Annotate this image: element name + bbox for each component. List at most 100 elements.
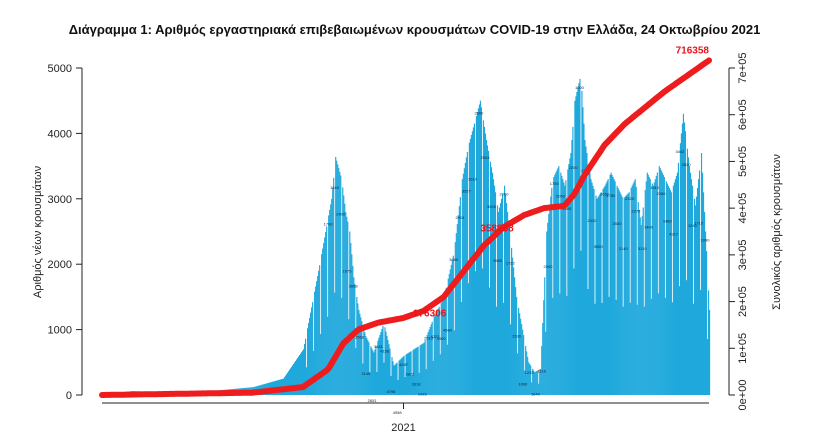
- daily-case-bar: [463, 168, 465, 395]
- daily-case-bar: [518, 307, 520, 395]
- daily-case-bar: [404, 377, 406, 395]
- daily-case-bar: [669, 190, 671, 395]
- daily-case-bar: [354, 283, 356, 395]
- daily-case-bar: [447, 278, 449, 395]
- daily-case-bar: [552, 297, 554, 395]
- daily-case-bar: [309, 317, 311, 395]
- daily-case-bar: [429, 326, 431, 395]
- daily-case-bar: [636, 304, 638, 395]
- daily-case-bar: [511, 247, 513, 395]
- daily-case-bar: [708, 290, 710, 395]
- daily-case-bar: [559, 293, 561, 395]
- daily-case-bar: [555, 172, 557, 395]
- daily-case-bar: [328, 215, 330, 395]
- daily-case-bar: [627, 193, 629, 395]
- daily-case-bar: [617, 187, 619, 395]
- daily-case-bar: [601, 303, 603, 395]
- daily-case-bar: [670, 192, 672, 395]
- daily-case-bar: [694, 205, 697, 395]
- daily-case-bar: [676, 172, 678, 395]
- daily-case-bar: [704, 231, 707, 395]
- daily-case-bar: [411, 374, 413, 395]
- daily-case-bar: [661, 172, 663, 395]
- daily-case-bar: [643, 306, 645, 395]
- daily-case-bar: [532, 368, 534, 395]
- daily-case-bar: [349, 231, 351, 395]
- daily-case-bar: [292, 363, 295, 395]
- daily-case-bar: [394, 364, 396, 395]
- daily-case-bar: [376, 371, 378, 395]
- daily-case-bar: [697, 179, 700, 395]
- daily-case-bar: [647, 174, 649, 395]
- daily-case-bar: [374, 349, 376, 395]
- daily-case-bar: [523, 335, 525, 395]
- daily-case-bar: [545, 331, 547, 395]
- daily-case-bar: [613, 179, 615, 395]
- bar-value-label: 2410: [587, 218, 597, 223]
- daily-case-bar: [569, 158, 571, 395]
- daily-case-bar: [502, 302, 505, 395]
- daily-case-bar: [685, 280, 688, 395]
- daily-case-bar: [612, 177, 614, 395]
- daily-case-bar: [597, 197, 599, 395]
- bar-value-label: 2140: [619, 246, 629, 251]
- daily-case-bar: [655, 175, 657, 395]
- daily-case-bar: [596, 198, 598, 395]
- daily-case-bar: [577, 87, 579, 396]
- daily-case-bar: [310, 312, 312, 395]
- daily-case-bar: [620, 194, 622, 395]
- bar-value-label: 3527: [462, 189, 472, 194]
- bar-value-label: 3145: [361, 371, 371, 376]
- daily-case-bar: [431, 321, 433, 395]
- daily-case-bar: [392, 361, 394, 395]
- daily-case-bar: [624, 196, 626, 395]
- bar-value-label: 2780: [606, 193, 616, 198]
- daily-case-bar: [389, 348, 391, 395]
- daily-case-bar: [395, 363, 397, 395]
- daily-case-bar: [630, 187, 632, 395]
- bar-value-label: 1790: [324, 221, 334, 226]
- daily-case-bar: [700, 153, 703, 395]
- daily-case-bar: [566, 295, 568, 395]
- daily-case-bar: [580, 250, 582, 395]
- bar-value-label: 2000: [500, 192, 510, 197]
- daily-case-bar: [558, 166, 560, 395]
- daily-case-bar: [342, 187, 344, 395]
- daily-case-bar: [408, 352, 410, 395]
- daily-case-bar: [629, 302, 631, 395]
- bar-value-label: 3658: [349, 283, 359, 288]
- bar-value-label: 4287: [399, 362, 409, 367]
- y2-tick-label: 3e+05: [737, 239, 749, 270]
- daily-case-bar: [530, 365, 532, 395]
- daily-case-bar: [654, 179, 656, 395]
- bar-value-label: 1000: [518, 382, 528, 387]
- daily-case-bar: [398, 360, 400, 395]
- daily-case-bar: [522, 329, 524, 395]
- daily-case-bar: [673, 182, 675, 395]
- daily-case-bar: [526, 351, 528, 395]
- daily-case-bar: [615, 299, 617, 395]
- daily-case-bar: [539, 369, 541, 395]
- daily-case-bar: [582, 107, 584, 396]
- daily-case-bar: [579, 78, 581, 396]
- daily-case-bar: [609, 174, 611, 395]
- daily-case-bar: [413, 349, 415, 395]
- bar-value-label: 3660: [493, 258, 503, 263]
- daily-case-bar: [312, 302, 314, 395]
- daily-case-bar: [524, 370, 526, 395]
- bar-value-label: 1710: [694, 221, 704, 226]
- daily-case-bar: [509, 229, 511, 395]
- bar-value-label: 2530: [613, 221, 623, 226]
- daily-case-bar: [583, 123, 585, 395]
- bar-value-label: 3872: [405, 372, 415, 377]
- daily-case-bar: [348, 319, 350, 395]
- daily-case-bar: [535, 371, 537, 395]
- bar-value-label: 4580: [443, 328, 453, 333]
- daily-case-bar: [645, 181, 647, 395]
- daily-case-bar: [457, 215, 459, 395]
- daily-case-bar: [520, 318, 522, 395]
- daily-case-bar: [517, 353, 519, 395]
- daily-case-bar: [706, 339, 709, 395]
- daily-case-bar: [412, 349, 414, 395]
- daily-case-bar: [464, 162, 466, 395]
